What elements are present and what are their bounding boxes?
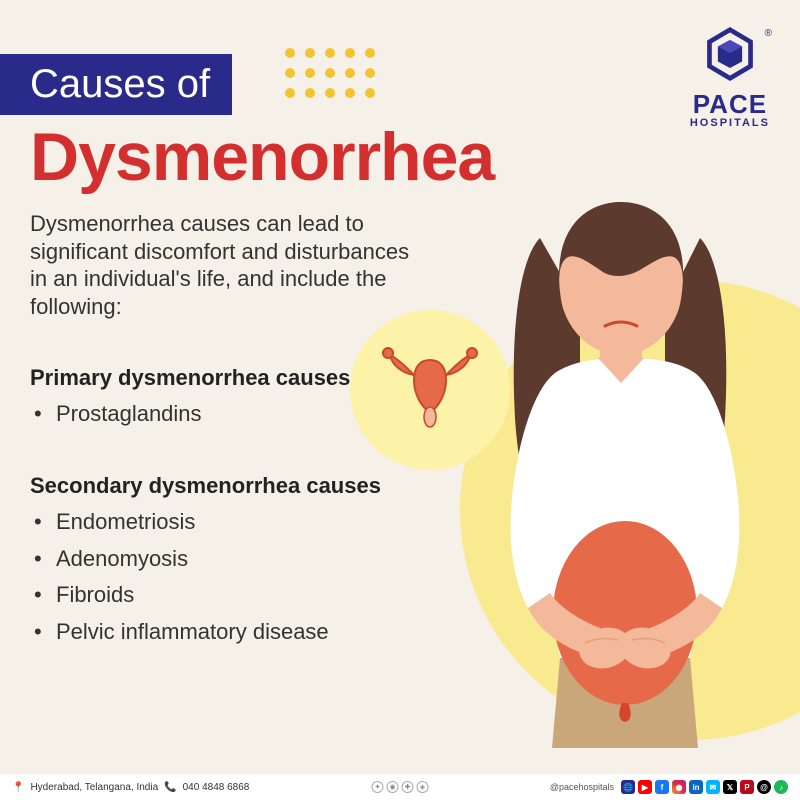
brand-logo: ® PACE HOSPITALS [690, 26, 770, 129]
cert-icon: ✦ [372, 781, 384, 793]
social-handle: @pacehospitals [550, 782, 614, 792]
registered-mark: ® [765, 28, 772, 39]
primary-list: Prostaglandins [30, 401, 390, 427]
section-title-primary: Primary dysmenorrhea causes [30, 365, 390, 391]
linkedin-icon[interactable]: in [689, 780, 703, 794]
footer-cert-icons: ✦ ◉ ✚ ◈ [372, 781, 429, 793]
logo-brand-text: PACE [690, 91, 770, 117]
globe-icon[interactable]: 🌐 [621, 780, 635, 794]
pin-icon: 📍 [12, 782, 24, 793]
secondary-list: Endometriosis Adenomyosis Fibroids Pelvi… [30, 509, 390, 645]
threads-icon[interactable]: @ [757, 780, 771, 794]
footer-bar: 📍 Hyderabad, Telangana, India 📞 040 4848… [0, 774, 800, 800]
section-title-secondary: Secondary dysmenorrhea causes [30, 473, 390, 499]
cert-icon: ◉ [387, 781, 399, 793]
list-item: Endometriosis [34, 509, 390, 535]
cert-icon: ✚ [402, 781, 414, 793]
facebook-icon[interactable]: f [655, 780, 669, 794]
spotify-icon[interactable]: ♪ [774, 780, 788, 794]
footer-contact: 📍 Hyderabad, Telangana, India 📞 040 4848… [12, 782, 249, 793]
phone-icon: 📞 [164, 782, 176, 793]
list-item: Adenomyosis [34, 546, 390, 572]
footer-phone: 040 4848 6868 [183, 782, 250, 793]
woman-illustration [400, 188, 800, 748]
main-title: Dysmenorrhea [30, 118, 494, 196]
intro-paragraph: Dysmenorrhea causes can lead to signific… [30, 210, 410, 320]
uterus-icon [380, 345, 480, 435]
header-pill: Causes of [0, 54, 232, 115]
logo-subtitle: HOSPITALS [690, 117, 770, 129]
logo-hex-icon [702, 26, 758, 82]
pinterest-icon[interactable]: P [740, 780, 754, 794]
list-item: Fibroids [34, 582, 390, 608]
instagram-icon[interactable]: ◉ [672, 780, 686, 794]
x-icon[interactable]: 𝕏 [723, 780, 737, 794]
messenger-icon[interactable]: ✉ [706, 780, 720, 794]
cert-icon: ◈ [417, 781, 429, 793]
youtube-icon[interactable]: ▶ [638, 780, 652, 794]
list-item: Pelvic inflammatory disease [34, 619, 390, 645]
section-secondary: Secondary dysmenorrhea causes Endometrio… [30, 473, 390, 655]
uterus-badge [350, 310, 510, 470]
decor-dots [285, 48, 375, 108]
list-item: Prostaglandins [34, 401, 390, 427]
section-primary: Primary dysmenorrhea causes Prostaglandi… [30, 365, 390, 438]
footer-location: Hyderabad, Telangana, India [30, 782, 158, 793]
footer-social: @pacehospitals 🌐 ▶ f ◉ in ✉ 𝕏 P @ ♪ [550, 780, 788, 794]
